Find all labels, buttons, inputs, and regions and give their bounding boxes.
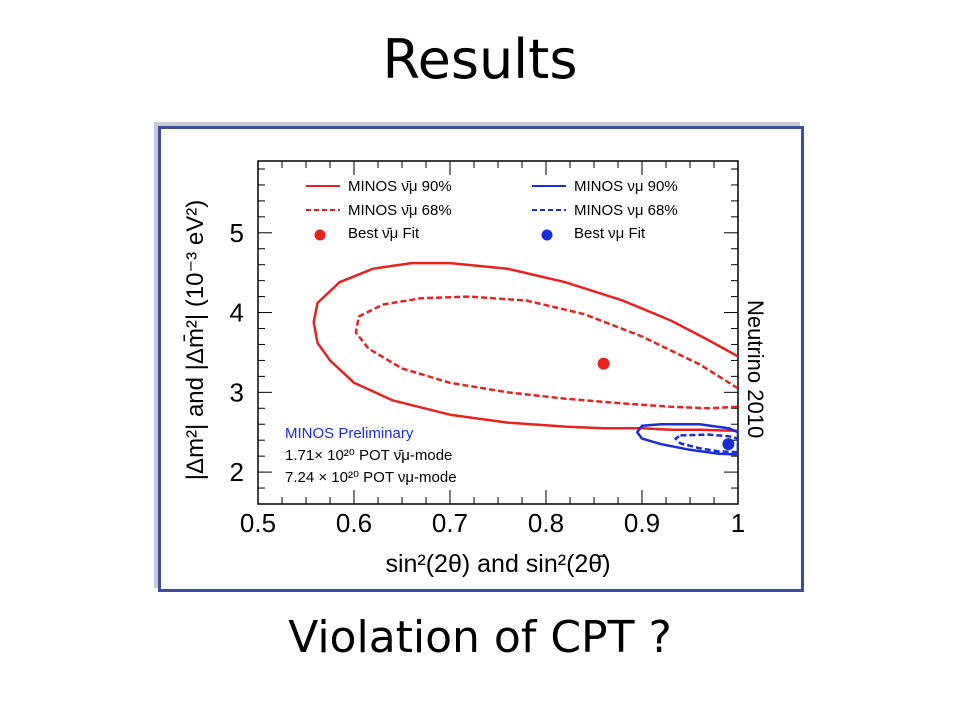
- y-axis-label: |Δm²| and |Δm̄²| (10⁻³ eV²): [182, 200, 209, 480]
- legend-marker-antinu-best: [314, 229, 326, 241]
- legend-label-nu-90: MINOS νμ 90%: [574, 178, 678, 195]
- annotation-line-1: 1.71× 10²⁰ POT ν̄μ-mode: [285, 447, 452, 464]
- contour-2: [635, 422, 738, 456]
- slide-title: Results: [382, 28, 578, 91]
- best-fit-marker-0: [597, 357, 610, 370]
- contour-0: [312, 261, 738, 432]
- x-tick-label: 0.5: [240, 508, 276, 538]
- neutrino-2010-label: Neutrino 2010: [743, 300, 768, 438]
- legend-label-nu-best: Best νμ Fit: [574, 225, 646, 242]
- best-fit-marker-1: [722, 438, 735, 451]
- legend-label-antinu-best: Best ν̄μ Fit: [348, 225, 420, 242]
- annotation-box: MINOS Preliminary 1.71× 10²⁰ POT ν̄μ-mod…: [285, 425, 457, 486]
- slide-subtitle: Violation of CPT ?: [288, 612, 672, 663]
- contour-3: [674, 433, 738, 454]
- legend-label-antinu-68: MINOS ν̄μ 68%: [348, 202, 452, 219]
- y-tick-label: 3: [230, 377, 244, 407]
- x-tick-label: 0.8: [528, 508, 564, 538]
- y-tick-label: 4: [230, 298, 244, 328]
- x-axis-label: sin²(2θ) and sin²(2θ̄): [385, 550, 610, 578]
- y-tick-label: 5: [230, 218, 244, 248]
- legend: MINOS ν̄μ 90% MINOS ν̄μ 68% Best ν̄μ Fit…: [306, 178, 678, 242]
- x-tick-label: 0.9: [624, 508, 660, 538]
- x-tick-label: 1: [731, 508, 745, 538]
- annotation-line-2: 7.24 × 10²⁰ POT νμ-mode: [285, 469, 457, 486]
- annotation-title: MINOS Preliminary: [285, 425, 414, 442]
- x-tick-label: 0.6: [336, 508, 372, 538]
- x-tick-label: 0.7: [432, 508, 468, 538]
- contour-1: [354, 295, 738, 410]
- legend-marker-nu-best: [541, 229, 553, 241]
- legend-label-antinu-90: MINOS ν̄μ 90%: [348, 178, 452, 195]
- legend-label-nu-68: MINOS νμ 68%: [574, 202, 678, 219]
- y-tick-label: 2: [230, 457, 244, 487]
